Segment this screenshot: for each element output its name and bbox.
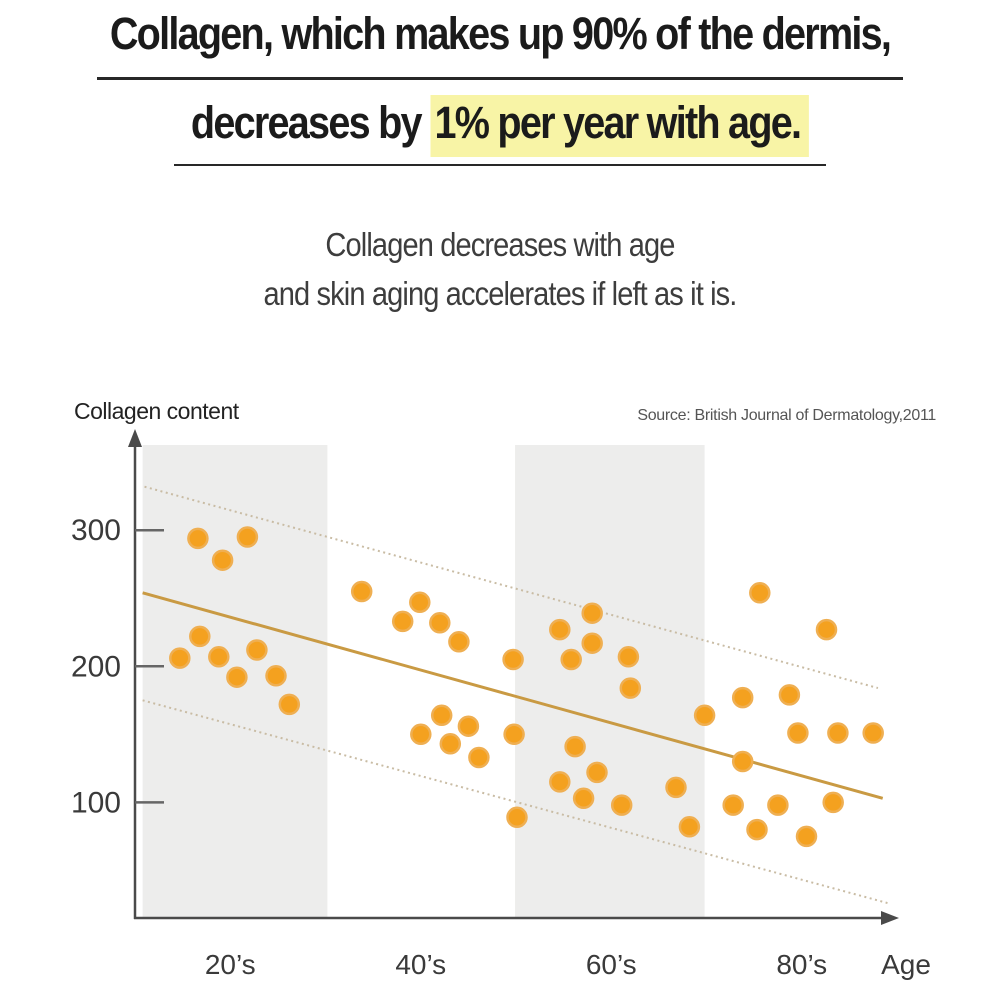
scatter-dot [226, 666, 248, 688]
scatter-dot [610, 794, 633, 816]
scatter-dot [189, 625, 211, 648]
scatter-dot [457, 715, 480, 737]
scatter-dot [503, 723, 525, 746]
y-tick-label: 300 [71, 514, 121, 547]
y-tick-label: 100 [71, 786, 121, 819]
scatter-dot [468, 746, 490, 769]
x-axis-title: Age [881, 949, 931, 980]
trend-line [142, 591, 884, 800]
scatter-dot [560, 648, 582, 671]
scatter-dot [246, 639, 268, 661]
scatter-dot [822, 791, 844, 814]
scatter-dot [787, 722, 809, 744]
scatter-dot [581, 632, 603, 654]
scatter-dot [278, 693, 301, 716]
headline-divider-top [97, 77, 903, 80]
scatter-dot [862, 722, 884, 744]
scatter-dot [439, 733, 462, 755]
scatter-dot [409, 591, 431, 614]
scatter-dot [767, 794, 789, 816]
subtitle-line1: Collagen decreases with age [325, 226, 675, 263]
scatter-dot [693, 704, 716, 727]
scatter-dot [549, 618, 571, 641]
scatter-dot [350, 580, 373, 603]
scatter-dot [430, 704, 453, 727]
decade-band [515, 445, 705, 918]
scatter-dot [429, 612, 451, 634]
scatter-dot [731, 686, 754, 709]
chart-y-axis-title: Collagen content [74, 398, 239, 424]
scatter-dot [749, 582, 771, 604]
scatter-dot [211, 549, 234, 571]
x-tick-label: 40’s [395, 949, 446, 980]
scatter-dot [391, 610, 414, 633]
headline-line2-plain: decreases by [190, 97, 431, 148]
scatter-dot [549, 771, 571, 793]
scatter-dot [586, 761, 608, 784]
scatter-dot [827, 722, 849, 744]
scatter-dot [778, 684, 801, 706]
subtitle-line2: and skin aging accelerates if left as it… [263, 275, 738, 312]
headline-divider-bottom [174, 164, 826, 166]
scatter-dot [572, 787, 595, 810]
scatter-dot [448, 631, 470, 653]
scatter-dot [236, 526, 259, 548]
y-axis-arrow [128, 429, 142, 447]
scatter-dot [815, 618, 838, 641]
scatter-dot [795, 825, 818, 848]
headline-line1: Collagen, which makes up 90% of the derm… [109, 8, 892, 59]
headline-line2: decreases by 1% per year with age. [60, 95, 940, 157]
scatter-dot [731, 750, 754, 773]
scatter-dot [265, 665, 287, 687]
scatter-dot [617, 646, 640, 668]
scatter-dot [208, 646, 230, 668]
scatter-dot [581, 602, 603, 624]
scatter-dot [564, 735, 586, 758]
headline-line2-highlight: 1% per year with age. [430, 95, 810, 157]
lower-dotted-line [142, 699, 888, 904]
scatter-dot [502, 648, 524, 671]
scatter-dot [619, 677, 642, 699]
x-tick-label: 20’s [205, 949, 256, 980]
x-axis-arrow [881, 911, 899, 925]
chart-source-citation: Source: British Journal of Dermatology,2… [637, 407, 936, 424]
scatter-dot [410, 723, 432, 746]
scatter-dot [169, 647, 191, 669]
x-tick-label: 80’s [776, 949, 827, 980]
scatter-dot [506, 806, 528, 829]
scatter-dot [722, 794, 744, 816]
y-tick-label: 200 [71, 650, 121, 683]
x-tick-label: 60’s [586, 949, 637, 980]
scatter-dot [187, 527, 209, 550]
upper-dotted-line [144, 485, 879, 690]
scatter-dot [746, 818, 768, 841]
scatter-dot [678, 816, 701, 838]
subtitle: Collagen decreases with age and skin agin… [60, 220, 940, 318]
scatter-dot [665, 776, 687, 799]
